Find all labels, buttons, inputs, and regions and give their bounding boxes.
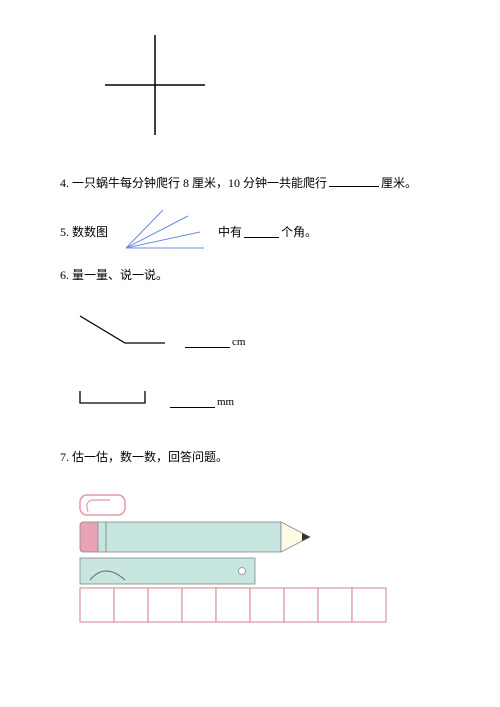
boxes-row xyxy=(80,588,386,622)
measure-cm-figure xyxy=(70,308,170,348)
pencil-icon xyxy=(80,522,310,552)
q7-text: 7. 估一估，数一数，回答问题。 xyxy=(60,450,228,464)
q4-text-2: 厘米。 xyxy=(381,176,417,190)
measure-cm-blank xyxy=(185,335,230,348)
measure-mm-figure xyxy=(70,383,155,408)
q5-tail: 个角。 xyxy=(281,223,317,240)
q6-text: 6. 量一量、说一说。 xyxy=(60,268,168,282)
question-5: 5. 数数图 中有 个角。 xyxy=(60,206,440,256)
q4-text-1: 4. 一只蜗牛每分钟爬行 8 厘米，10 分钟一共能爬行 xyxy=(60,176,327,190)
items-figure xyxy=(70,490,440,634)
cross-figure xyxy=(100,30,210,140)
measure-mm-unit: mm xyxy=(217,396,234,408)
q5-blank xyxy=(244,225,279,238)
measure-mm-row: mm xyxy=(70,383,440,408)
measure-cm-row: cm xyxy=(70,308,440,348)
q5-middle: 中有 xyxy=(218,223,242,240)
ruler-icon xyxy=(80,558,255,584)
question-4: 4. 一只蜗牛每分钟爬行 8 厘米，10 分钟一共能爬行 厘米。 xyxy=(60,174,440,191)
measure-mm-blank xyxy=(170,395,215,408)
measure-cm-unit: cm xyxy=(232,336,245,348)
angle-fan-figure xyxy=(118,206,208,256)
q5-label: 5. 数数图 xyxy=(60,223,108,240)
q4-blank xyxy=(329,174,379,187)
question-6: 6. 量一量、说一说。 xyxy=(60,266,440,283)
question-7: 7. 估一估，数一数，回答问题。 xyxy=(60,448,440,465)
